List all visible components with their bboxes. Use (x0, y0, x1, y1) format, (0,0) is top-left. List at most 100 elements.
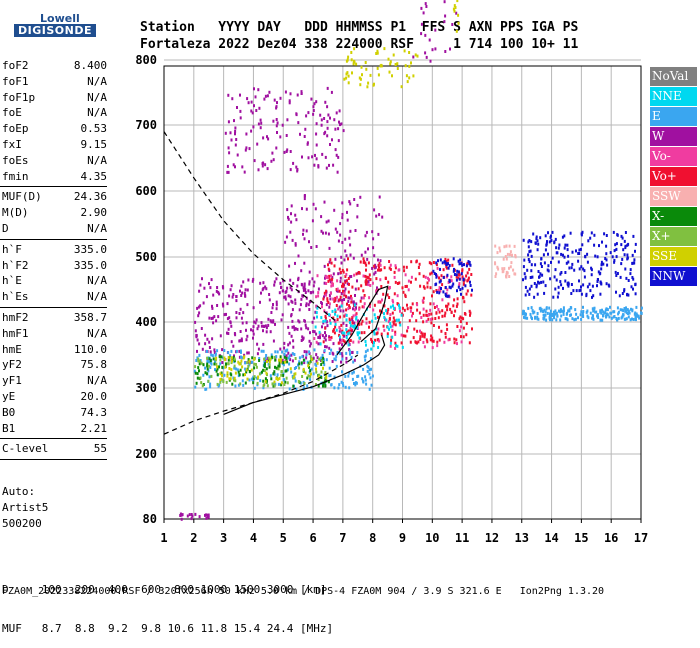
echo-point-w (339, 338, 341, 342)
echo-point-e (333, 357, 336, 361)
echo-point-vo (329, 258, 332, 262)
echo-point-vo (364, 274, 367, 278)
echo-point-nnw (621, 257, 624, 261)
echo-point-nnw (605, 244, 608, 248)
echo-point-vo (350, 297, 353, 301)
echo-point-vo (377, 268, 379, 272)
echo-point-nnw (597, 278, 599, 281)
echo-point-vo (426, 314, 429, 317)
echo-point-nnw (613, 249, 616, 253)
echo-point-e (195, 359, 198, 362)
echo-point-sse (310, 357, 313, 361)
echo-point-w (356, 215, 359, 219)
echo-point-vo (456, 342, 458, 346)
echo-point-e (288, 387, 291, 391)
echo-point-e (286, 368, 289, 372)
legend-item: SSE (650, 246, 697, 266)
echo-point-x (280, 370, 283, 373)
x-tick-label: 9 (399, 531, 406, 545)
echo-point-w (235, 138, 238, 141)
echo-point-e (265, 354, 268, 357)
echo-point-vo (382, 324, 385, 328)
echo-point-w (266, 167, 269, 171)
echo-point-w (313, 102, 316, 106)
echo-point-vo (471, 327, 473, 331)
echo-point-w (425, 55, 428, 59)
echo-point-e (617, 310, 620, 314)
echo-point-w (314, 310, 317, 314)
param-name: foE (2, 106, 22, 120)
echo-point-w (245, 132, 248, 136)
echo-point-vo (456, 302, 459, 306)
echo-point-e (529, 312, 532, 316)
echo-point-nnw (570, 292, 573, 295)
echo-point-w (367, 280, 370, 284)
echo-point-vo (393, 292, 396, 296)
echo-point-x (302, 358, 305, 362)
echo-point-vo (394, 280, 397, 284)
param-row: D N/A (0, 221, 107, 237)
echo-point-w (330, 90, 333, 94)
echo-point-nnw (435, 273, 437, 276)
echo-point-vo (375, 332, 378, 336)
echo-point-w (251, 279, 254, 283)
param-divider (0, 457, 107, 461)
echo-point-e (298, 360, 301, 364)
echo-point-vo (456, 325, 459, 328)
echo-point-vo (389, 263, 392, 267)
echo-point-e (223, 373, 226, 377)
echo-point-w (212, 321, 215, 325)
echo-point-vo (435, 311, 438, 315)
echo-point-nne (373, 313, 376, 317)
echo-point-nnw (629, 272, 632, 276)
echo-point-vo (460, 325, 463, 329)
echo-point-nnw (586, 252, 589, 256)
echo-point-e (596, 313, 599, 317)
echo-point-vo (377, 327, 380, 331)
echo-point-nnw (586, 285, 589, 289)
echo-point-w (281, 313, 284, 317)
echo-point-vo (360, 331, 363, 335)
echo-point-w (239, 289, 241, 293)
echo-point-nnw (439, 258, 442, 262)
echo-point-e (536, 312, 539, 315)
echo-point-vo (380, 268, 383, 272)
echo-point-sse (302, 367, 305, 371)
echo-point-vo (325, 282, 328, 285)
echo-point-w (232, 344, 235, 348)
echo-point-w (287, 294, 290, 298)
echo-point-w (425, 5, 428, 8)
param-value: 9.15 (80, 137, 108, 151)
echo-point-w (315, 359, 318, 363)
echo-point-vo (463, 300, 466, 304)
echo-point-x (196, 372, 199, 376)
echo-point-e (229, 354, 232, 358)
echo-point-vo (323, 291, 326, 295)
echo-point-nnw (446, 273, 449, 277)
echo-point-w (323, 295, 325, 299)
echo-point-x (253, 375, 256, 379)
echo-point-x (233, 359, 236, 363)
echo-point-vo (400, 333, 403, 337)
echo-point-w (280, 285, 283, 289)
echo-point-w (341, 298, 344, 302)
echo-point-nne (389, 305, 392, 309)
echo-point-ssw (505, 273, 508, 276)
echo-point-sse (416, 54, 419, 58)
echo-point-w (227, 146, 230, 150)
artist-version: Artist5 (2, 501, 49, 514)
echo-point-x (262, 384, 265, 388)
echo-point-w (317, 287, 320, 291)
y-tick-label: 300 (135, 381, 157, 395)
echo-point-nne (386, 325, 389, 329)
echo-point-x (284, 369, 287, 373)
echo-point-e (555, 311, 558, 315)
echo-point-sse (453, 9, 456, 13)
echo-point-w (266, 135, 268, 139)
echo-point-vo (384, 318, 387, 321)
echo-point-w (356, 279, 358, 283)
echo-point-vo (347, 339, 350, 343)
param-value: 24.36 (73, 190, 107, 204)
echo-point-w (349, 243, 352, 247)
echo-point-w (312, 109, 315, 112)
